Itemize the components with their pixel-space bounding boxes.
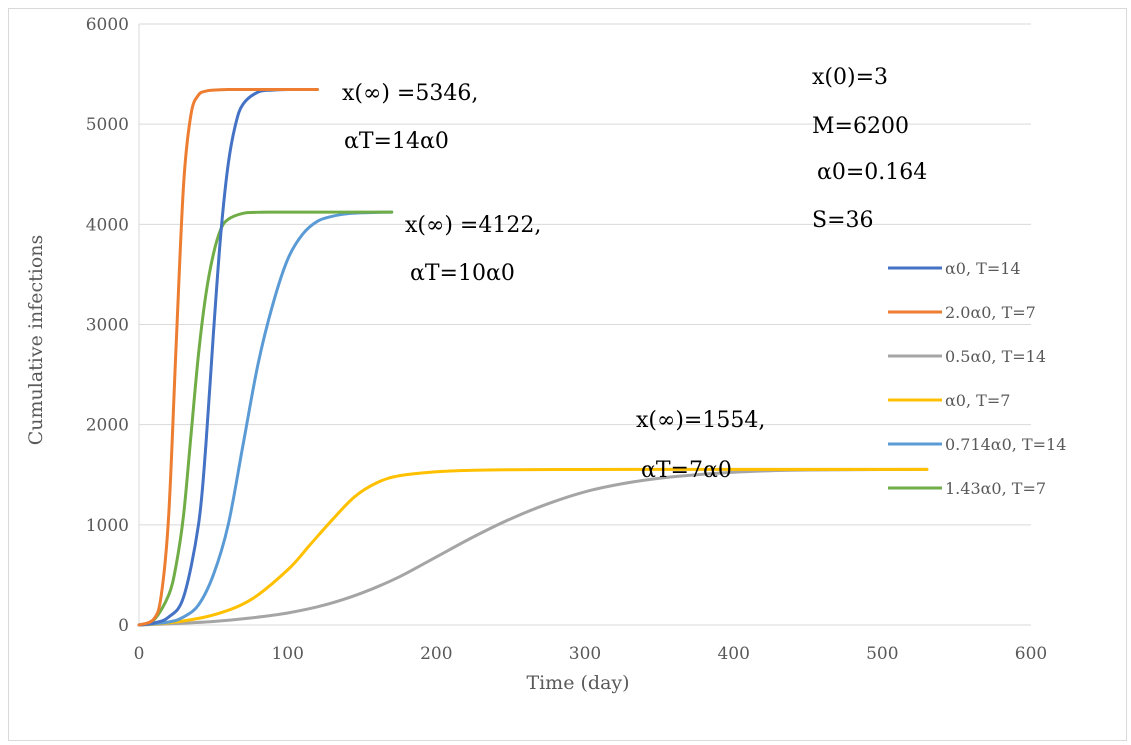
annotation-4122-line1: x(∞) =4122,: [405, 213, 541, 238]
series-line-3: [137, 467, 929, 627]
param-m: M=6200: [812, 114, 909, 139]
y-tick-label: 5000: [86, 115, 129, 135]
x-axis-ticks: 0 100 200 300 400 500 600: [134, 644, 1048, 664]
series-lines: [137, 87, 929, 627]
gridlines: [138, 23, 1031, 626]
x-tick-label: 600: [1015, 644, 1047, 664]
x-axis-label: Time (day): [526, 672, 629, 694]
y-tick-label: 2000: [86, 416, 129, 436]
y-tick-label: 3000: [86, 316, 129, 336]
legend-label-2: 0.5α0, T=14: [945, 347, 1046, 366]
y-tick-label: 1000: [86, 516, 129, 536]
y-tick-label: 4000: [86, 215, 129, 235]
series-line-2: [137, 467, 929, 627]
legend: α0, T=14 2.0α0, T=7 0.5α0, T=14 α0, T=7 0.71…: [888, 259, 1066, 498]
annotation-5346-line1: x(∞) =5346,: [342, 81, 478, 106]
param-s: S=36: [812, 208, 874, 233]
x-tick-label: 200: [420, 644, 452, 664]
y-axis-label: Cumulative infections: [25, 235, 47, 446]
legend-label-0: α0, T=14: [945, 259, 1021, 278]
y-tick-label: 0: [118, 616, 129, 636]
legend-label-5: 1.43α0, T=7: [945, 479, 1046, 498]
param-alpha0: α0=0.164: [817, 160, 927, 185]
x-tick-label: 400: [717, 644, 749, 664]
series-line-5: [137, 210, 394, 627]
y-tick-label: 6000: [86, 15, 129, 35]
annotation-5346-line2: αT=14α0: [344, 129, 449, 154]
x-tick-label: 100: [271, 644, 303, 664]
y-axis-ticks: 0 1000 2000 3000 4000 5000 6000: [86, 15, 129, 636]
annotation-1554-line1: x(∞)=1554,: [636, 408, 765, 433]
x-tick-label: 0: [134, 644, 145, 664]
param-x0: x(0)=3: [812, 65, 888, 90]
legend-label-3: α0, T=7: [945, 391, 1010, 410]
annotation-4122-line2: αT=10α0: [410, 261, 515, 286]
annotation-1554-line2: αT=7α0: [641, 458, 732, 483]
legend-label-1: 2.0α0, T=7: [945, 303, 1036, 322]
x-tick-label: 500: [866, 644, 898, 664]
series-line-1: [137, 87, 319, 627]
legend-label-4: 0.714α0, T=14: [945, 435, 1066, 454]
x-tick-label: 300: [569, 644, 601, 664]
